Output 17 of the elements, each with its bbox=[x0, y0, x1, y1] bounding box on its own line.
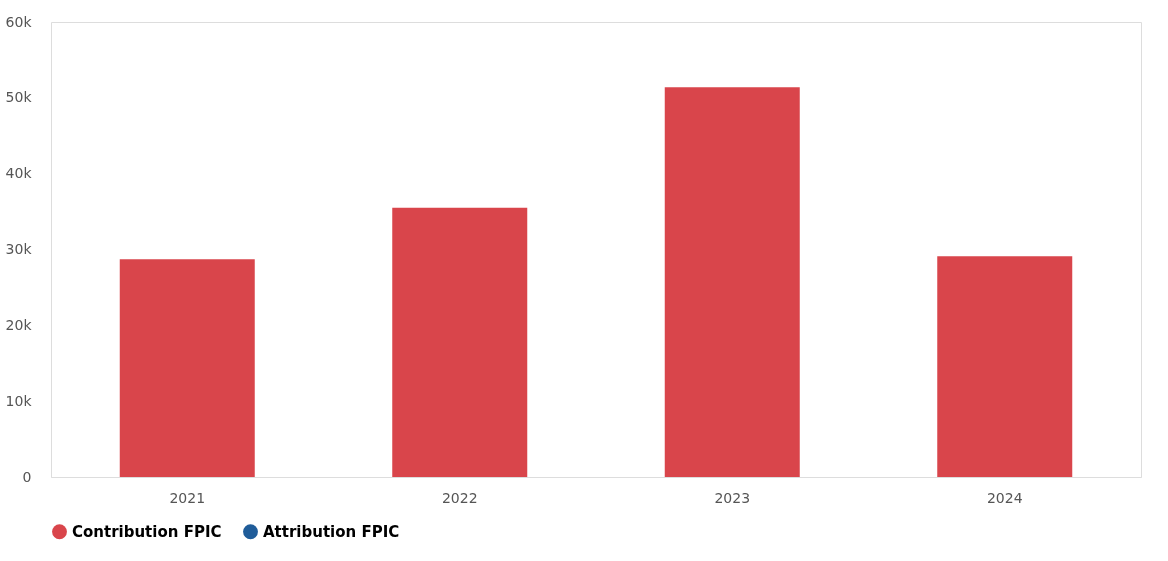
y-tick-label: 40k bbox=[5, 165, 33, 182]
legend-label: Contribution FPIC bbox=[72, 522, 222, 541]
x-tick-label: 2022 bbox=[441, 489, 478, 506]
x-tick-label: 2024 bbox=[986, 489, 1023, 506]
x-tick-label: 2021 bbox=[169, 489, 206, 506]
y-tick-label: 30k bbox=[5, 241, 33, 257]
bar bbox=[119, 259, 255, 477]
legend-label: Attribution FPIC bbox=[263, 522, 400, 541]
x-tick-label: 2023 bbox=[714, 489, 751, 506]
y-tick-label: 10k bbox=[5, 392, 33, 409]
y-tick-label: 20k bbox=[5, 316, 33, 333]
bar bbox=[392, 207, 528, 477]
bar bbox=[937, 256, 1073, 477]
y-tick-label: 60k bbox=[5, 13, 33, 30]
bar bbox=[664, 87, 800, 477]
y-tick-label: 50k bbox=[5, 89, 33, 106]
y-tick-label: 0 bbox=[22, 468, 32, 485]
